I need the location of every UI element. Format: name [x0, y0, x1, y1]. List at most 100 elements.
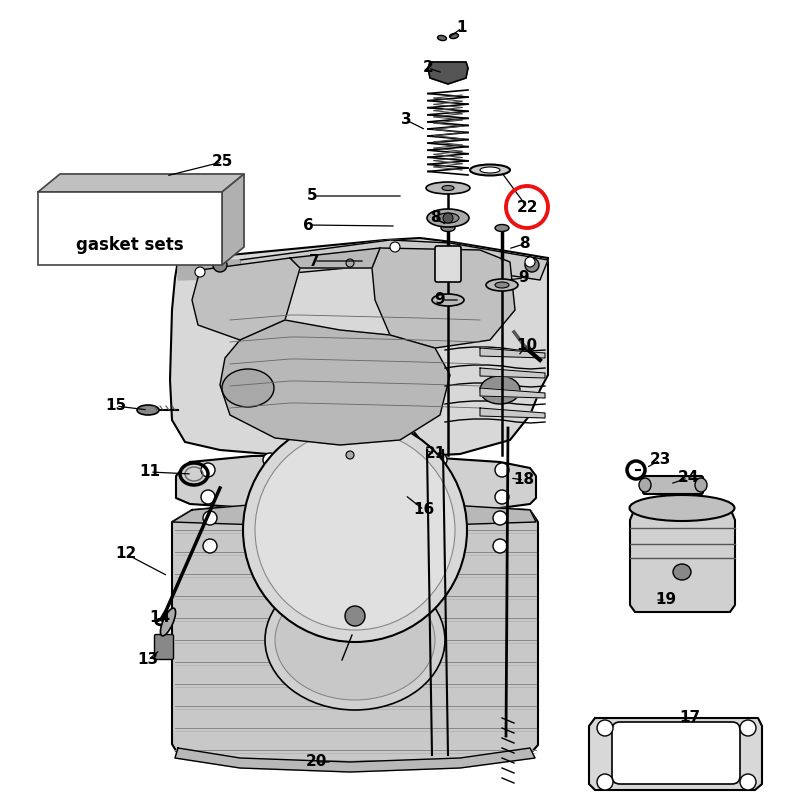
- Text: 23: 23: [650, 453, 670, 467]
- Circle shape: [345, 606, 365, 626]
- Circle shape: [203, 511, 217, 525]
- Polygon shape: [170, 238, 548, 458]
- Ellipse shape: [222, 369, 274, 407]
- Text: 14: 14: [150, 610, 170, 625]
- Text: 17: 17: [679, 710, 701, 726]
- Circle shape: [443, 213, 453, 223]
- Text: 24: 24: [678, 470, 698, 486]
- Polygon shape: [172, 502, 538, 762]
- Text: 9: 9: [434, 293, 446, 307]
- Circle shape: [433, 453, 447, 467]
- Text: gasket sets: gasket sets: [76, 236, 184, 254]
- Polygon shape: [428, 62, 468, 84]
- Polygon shape: [176, 455, 536, 510]
- Ellipse shape: [265, 570, 445, 710]
- Text: 2: 2: [422, 61, 434, 75]
- Text: 9: 9: [518, 270, 530, 286]
- Text: 10: 10: [517, 338, 538, 353]
- Text: 21: 21: [424, 446, 446, 462]
- Ellipse shape: [480, 167, 500, 173]
- Text: 3: 3: [401, 113, 411, 127]
- Polygon shape: [480, 348, 545, 358]
- Circle shape: [493, 511, 507, 525]
- Polygon shape: [290, 248, 380, 268]
- Ellipse shape: [495, 282, 509, 288]
- Text: 7: 7: [309, 254, 319, 269]
- Polygon shape: [630, 508, 735, 612]
- FancyBboxPatch shape: [38, 192, 222, 265]
- Polygon shape: [480, 368, 545, 378]
- Ellipse shape: [450, 34, 458, 38]
- Circle shape: [243, 418, 467, 642]
- Polygon shape: [480, 388, 545, 398]
- Ellipse shape: [630, 495, 734, 521]
- Circle shape: [195, 267, 205, 277]
- Circle shape: [525, 257, 535, 267]
- Circle shape: [263, 453, 277, 467]
- Polygon shape: [222, 174, 244, 265]
- Polygon shape: [38, 174, 244, 192]
- Polygon shape: [178, 260, 240, 280]
- Circle shape: [346, 451, 354, 459]
- Circle shape: [740, 774, 756, 790]
- Polygon shape: [175, 748, 535, 772]
- Text: 25: 25: [211, 154, 233, 170]
- Text: 11: 11: [139, 465, 161, 479]
- Ellipse shape: [495, 225, 509, 231]
- Ellipse shape: [673, 564, 691, 580]
- FancyBboxPatch shape: [612, 722, 740, 784]
- Polygon shape: [220, 320, 450, 445]
- Text: 5: 5: [306, 189, 318, 203]
- Ellipse shape: [432, 294, 464, 306]
- Ellipse shape: [438, 35, 446, 41]
- Text: 16: 16: [414, 502, 434, 518]
- Circle shape: [493, 539, 507, 553]
- Circle shape: [213, 258, 227, 272]
- Circle shape: [203, 539, 217, 553]
- Circle shape: [346, 259, 354, 267]
- Text: 8: 8: [518, 237, 530, 251]
- Circle shape: [277, 405, 433, 561]
- Ellipse shape: [480, 376, 520, 404]
- Circle shape: [201, 490, 215, 504]
- Text: 8: 8: [430, 210, 440, 226]
- Ellipse shape: [161, 608, 175, 636]
- Polygon shape: [192, 258, 300, 340]
- Text: 6: 6: [302, 218, 314, 233]
- Polygon shape: [480, 408, 545, 418]
- Ellipse shape: [427, 209, 469, 227]
- Ellipse shape: [695, 478, 707, 492]
- Ellipse shape: [442, 186, 454, 190]
- Text: 18: 18: [514, 473, 534, 487]
- FancyBboxPatch shape: [154, 634, 174, 659]
- Circle shape: [433, 499, 447, 513]
- Text: 1: 1: [457, 21, 467, 35]
- Polygon shape: [240, 240, 548, 280]
- Text: 12: 12: [115, 546, 137, 562]
- Text: 19: 19: [655, 593, 677, 607]
- Circle shape: [740, 720, 756, 736]
- Ellipse shape: [426, 182, 470, 194]
- Circle shape: [390, 242, 400, 252]
- FancyBboxPatch shape: [643, 476, 703, 494]
- Circle shape: [495, 463, 509, 477]
- Ellipse shape: [639, 478, 651, 492]
- Text: 15: 15: [106, 398, 126, 414]
- Ellipse shape: [137, 405, 159, 415]
- Text: 20: 20: [306, 754, 326, 770]
- Polygon shape: [172, 502, 536, 528]
- Circle shape: [255, 430, 455, 630]
- Ellipse shape: [441, 225, 455, 231]
- Polygon shape: [589, 718, 762, 790]
- Ellipse shape: [470, 165, 510, 175]
- Polygon shape: [372, 248, 515, 348]
- Text: 22: 22: [516, 199, 538, 214]
- Circle shape: [597, 720, 613, 736]
- Ellipse shape: [275, 580, 435, 700]
- Circle shape: [525, 258, 539, 272]
- Text: 13: 13: [138, 653, 158, 667]
- Circle shape: [263, 499, 277, 513]
- Ellipse shape: [437, 213, 459, 223]
- Ellipse shape: [486, 279, 518, 291]
- Circle shape: [597, 774, 613, 790]
